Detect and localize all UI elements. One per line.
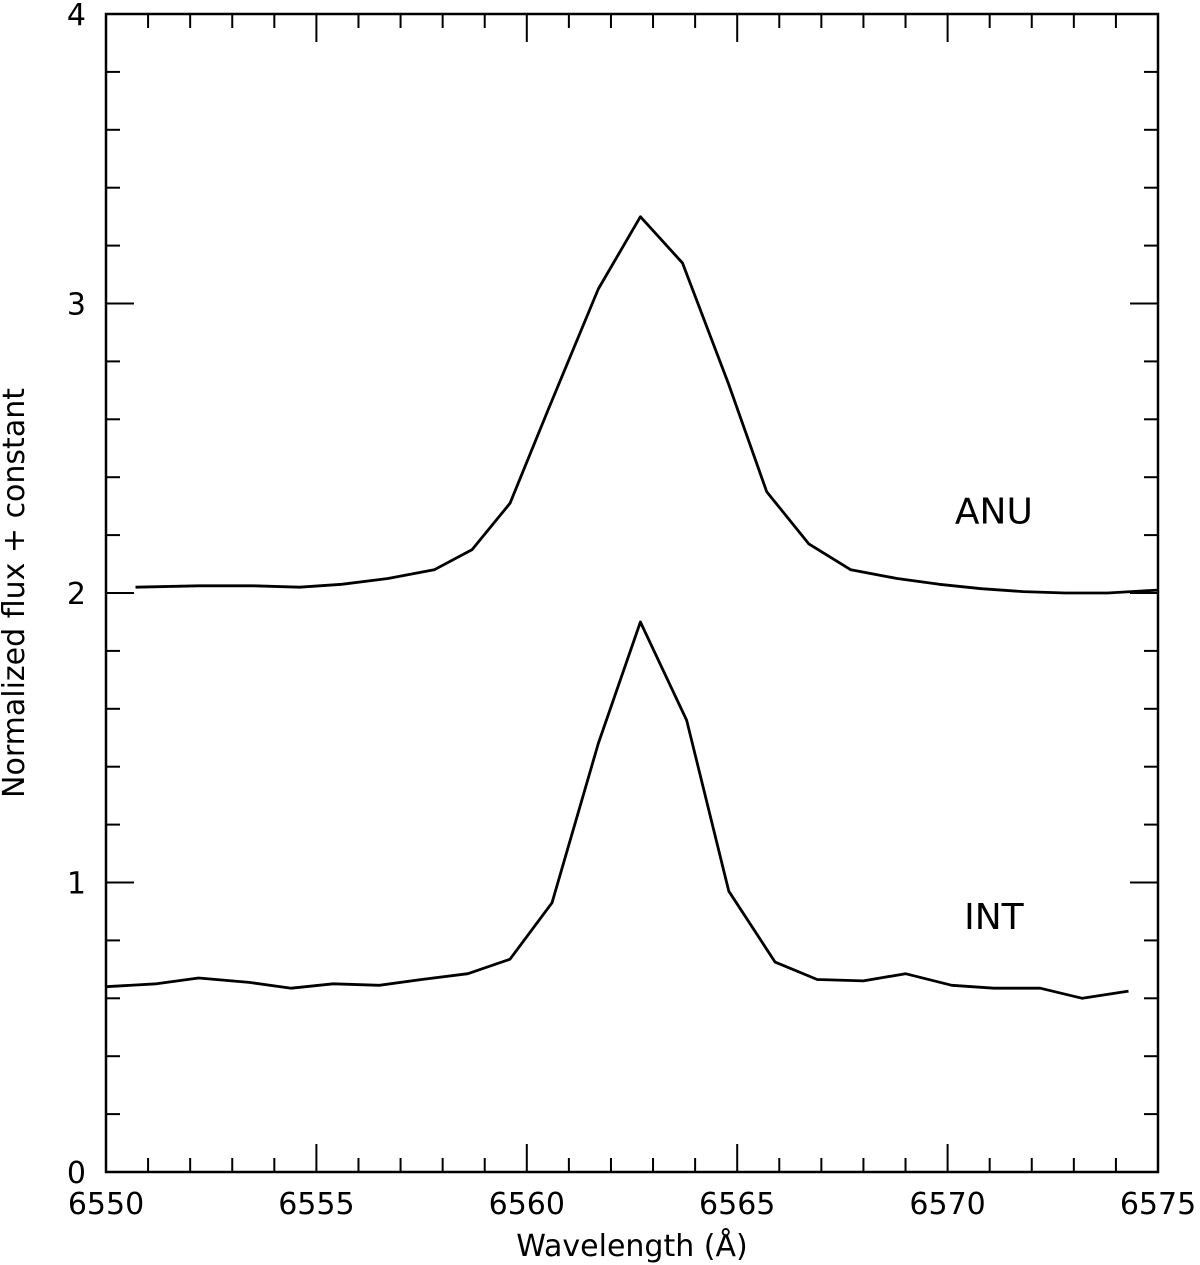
y-tick-label: 0 — [67, 1156, 86, 1191]
y-tick-label: 3 — [67, 288, 86, 323]
y-axis-title: Normalized flux + constant — [0, 388, 32, 798]
y-tick-label: 2 — [67, 577, 86, 612]
x-tick-label: 6550 — [68, 1187, 144, 1222]
x-tick-labels: 6550 6555 6560 6565 6570 6575 — [68, 1187, 1196, 1222]
series-annotations: ANU INT — [955, 492, 1033, 938]
x-axis-title: Wavelength (Å) — [516, 1228, 747, 1264]
series-label-anu: ANU — [955, 492, 1033, 533]
series-label-int: INT — [964, 897, 1025, 938]
series-line-int — [105, 620, 1129, 1000]
y-tick-labels: 0 1 2 3 4 — [67, 0, 86, 1191]
axis-ticks — [105, 13, 1159, 1173]
series-lines — [105, 215, 1159, 1000]
plot-frame — [104, 12, 1160, 1174]
series-line-anu — [135, 215, 1159, 595]
x-tick-label: 6555 — [278, 1187, 354, 1222]
y-tick-label: 4 — [67, 0, 86, 33]
x-tick-label: 6570 — [909, 1187, 985, 1222]
x-tick-label: 6560 — [489, 1187, 565, 1222]
x-tick-label: 6575 — [1120, 1187, 1196, 1222]
y-tick-label: 1 — [67, 867, 86, 902]
x-tick-label: 6565 — [699, 1187, 775, 1222]
